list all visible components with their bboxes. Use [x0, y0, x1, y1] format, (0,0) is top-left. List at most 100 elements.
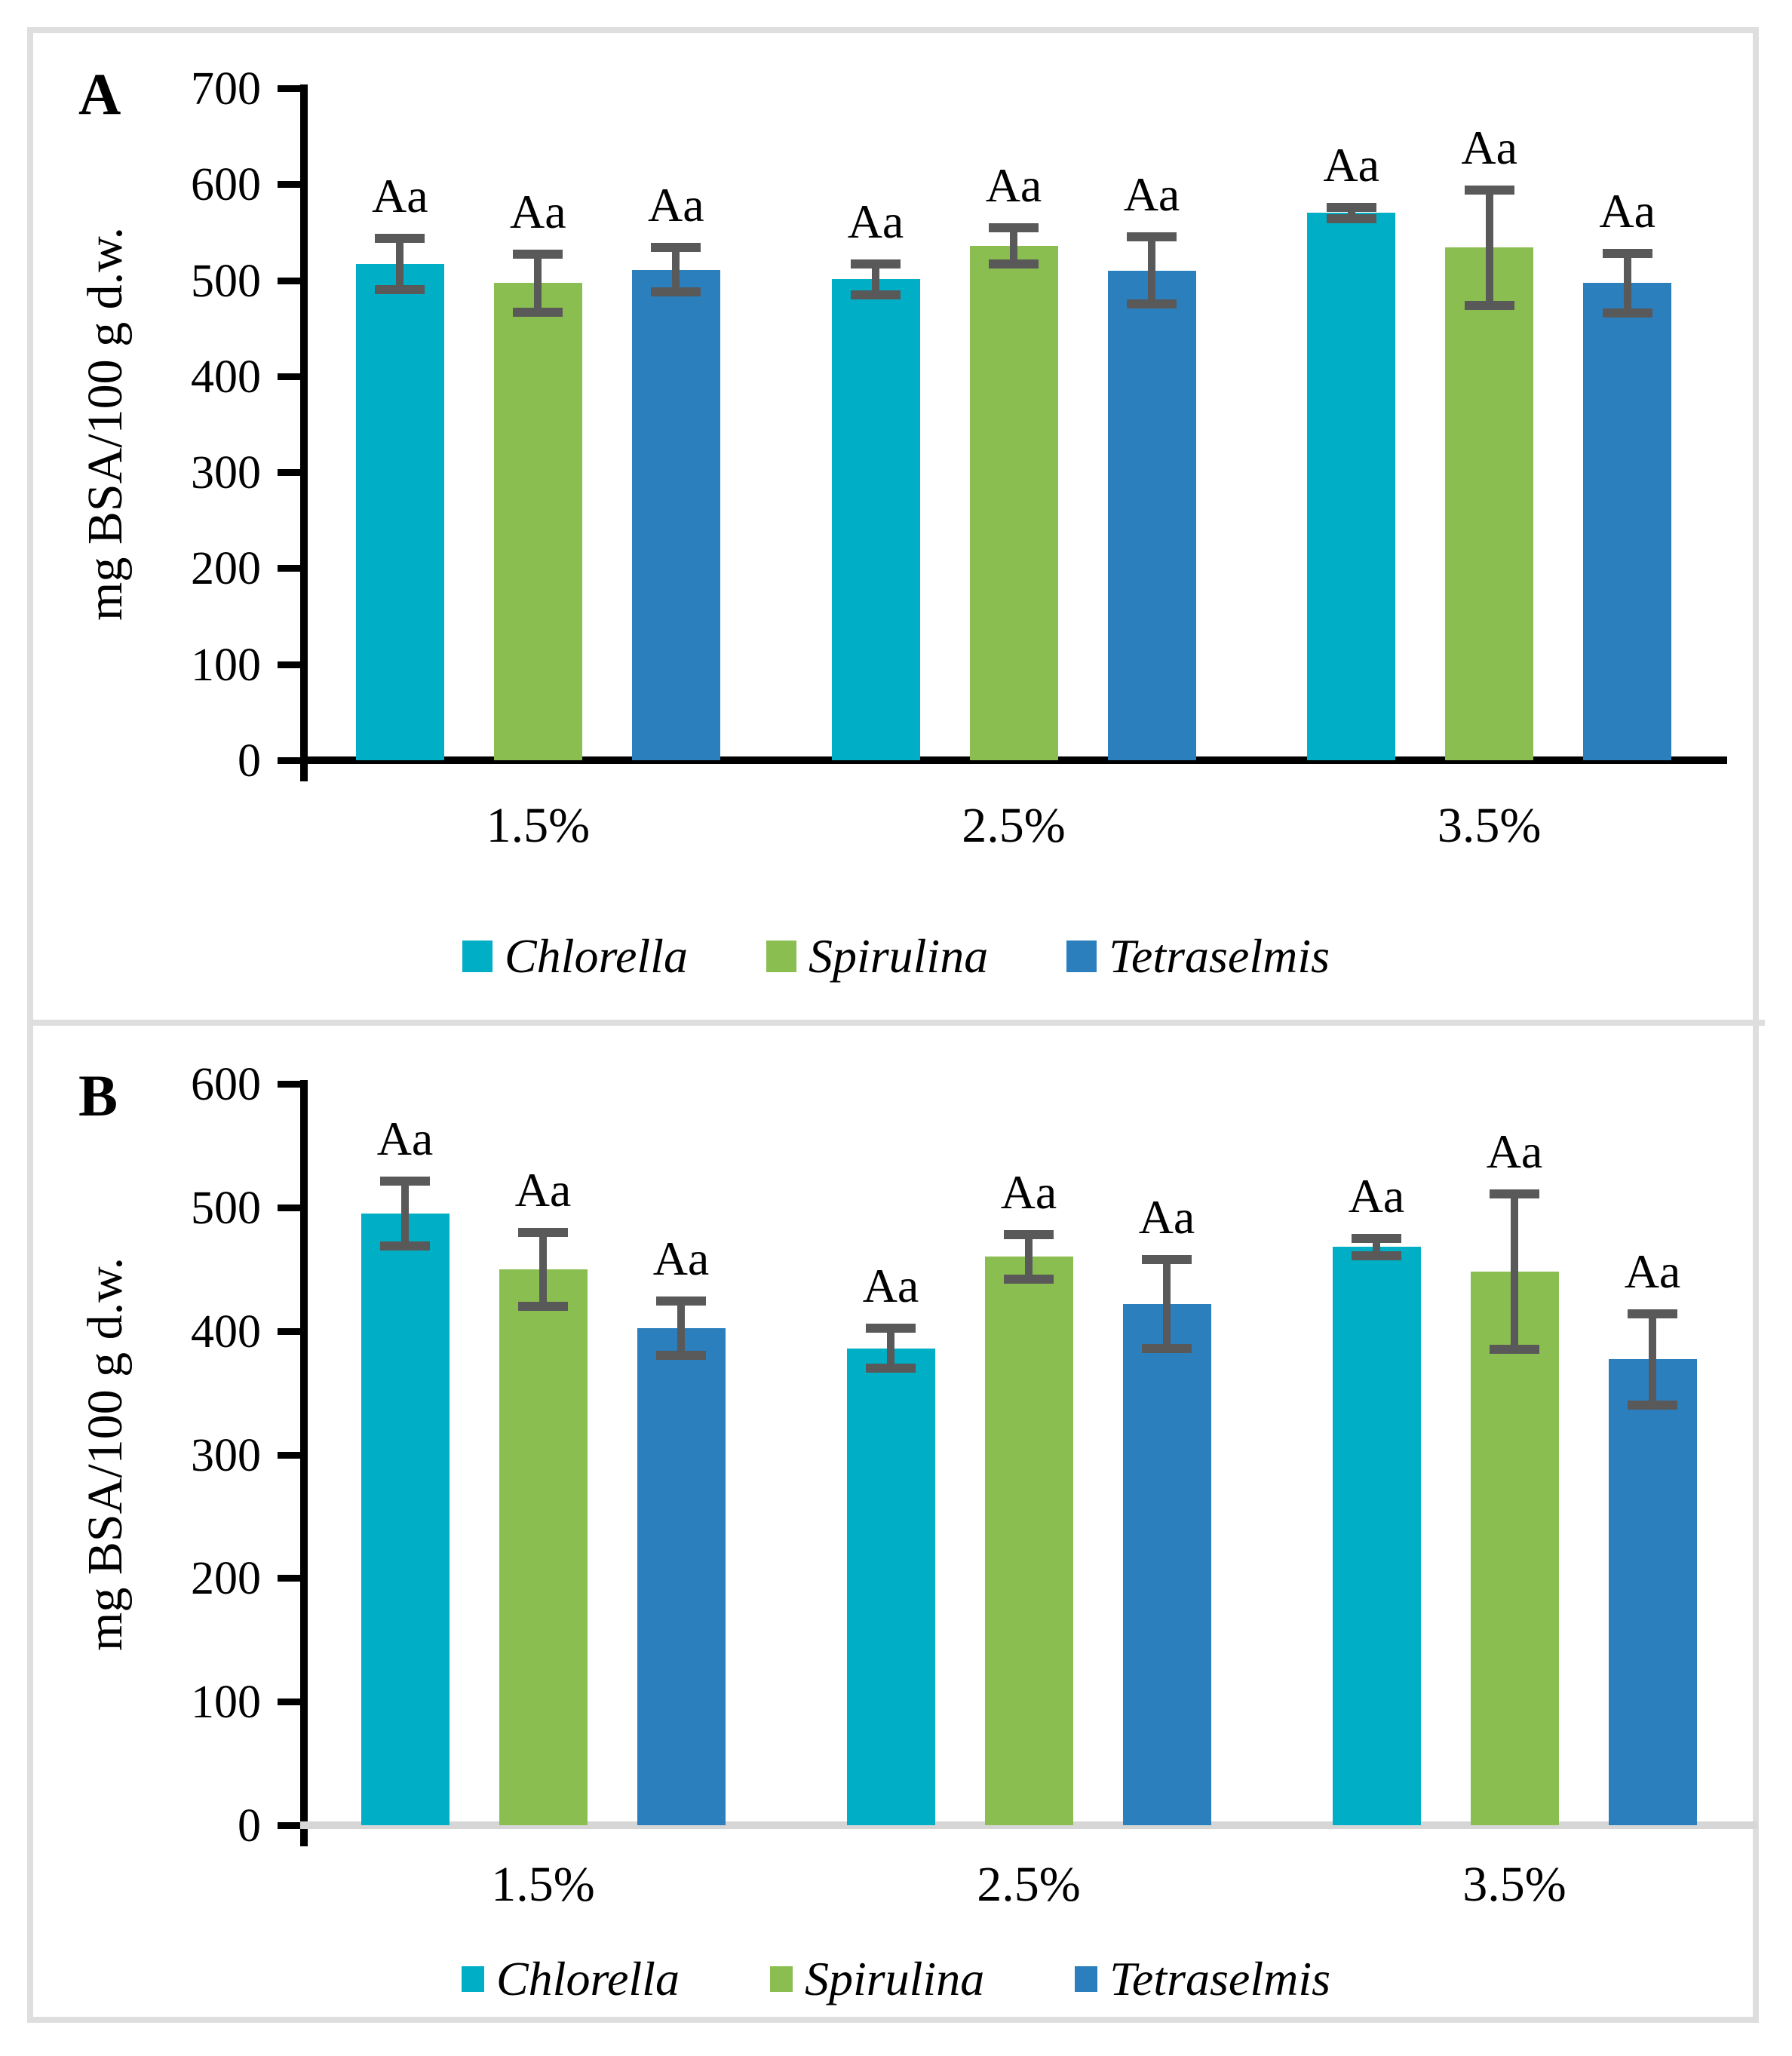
- y-tick-label-a-600: 600: [191, 159, 261, 211]
- y-tick-label-a-200: 200: [191, 543, 261, 595]
- legend-item-chlorella: Chlorella: [462, 932, 688, 980]
- y-tick-mark-b-300: [278, 1451, 300, 1459]
- error-bar-bottom-cap-chlorella-2.5%: [866, 1363, 916, 1373]
- bar-spirulina-3.5%: [1445, 247, 1534, 760]
- sig-label-chlorella-1.5%: Aa: [376, 1112, 434, 1166]
- error-bar-shaft-chlorella-1.5%: [401, 1181, 409, 1246]
- legend-swatch-tetraselmis: [1066, 941, 1097, 972]
- bar-spirulina-2.5%: [984, 1257, 1073, 1825]
- legend-item-spirulina: Spirulina: [769, 1955, 984, 2003]
- y-tick-label-a-400: 400: [191, 351, 261, 403]
- category-label-a-3.5%: 3.5%: [1437, 798, 1542, 853]
- sig-label-spirulina-3.5%: Aa: [1461, 120, 1517, 174]
- y-tick-mark-a-100: [278, 661, 300, 668]
- sig-label-chlorella-3.5%: Aa: [1323, 137, 1379, 192]
- sig-label-chlorella-3.5%: Aa: [1348, 1168, 1405, 1223]
- legend-label-chlorella: Chlorella: [496, 1952, 680, 2005]
- error-bar-top-cap-spirulina-3.5%: [1490, 1189, 1539, 1198]
- error-bar-shaft-tetraselmis-2.5%: [1163, 1259, 1171, 1349]
- error-bar-top-cap-chlorella-1.5%: [375, 233, 425, 243]
- legend-item-tetraselmis: Tetraselmis: [1066, 932, 1330, 980]
- bar-tetraselmis-2.5%: [1122, 1303, 1211, 1825]
- error-bar-top-cap-tetraselmis-3.5%: [1628, 1309, 1677, 1318]
- legend-swatch-chlorella: [462, 941, 492, 972]
- panel-divider: [27, 1020, 1765, 1026]
- y-tick-mark-b-600: [278, 1081, 300, 1088]
- error-bar-bottom-cap-tetraselmis-3.5%: [1602, 308, 1652, 318]
- error-bar-top-cap-chlorella-1.5%: [380, 1177, 430, 1186]
- error-bar-top-cap-spirulina-1.5%: [518, 1227, 568, 1237]
- error-bar-shaft-tetraselmis-2.5%: [1148, 237, 1155, 305]
- y-tick-mark-a-500: [278, 277, 300, 284]
- panel-letter-b: B: [78, 1063, 118, 1128]
- bar-chlorella-1.5%: [355, 263, 444, 760]
- bar-chlorella-1.5%: [361, 1214, 450, 1825]
- error-bar-top-cap-tetraselmis-3.5%: [1602, 248, 1652, 258]
- error-bar-shaft-tetraselmis-1.5%: [677, 1301, 685, 1356]
- error-bar-shaft-spirulina-1.5%: [534, 254, 542, 312]
- legend-swatch-spirulina: [766, 941, 796, 972]
- error-bar-shaft-spirulina-3.5%: [1511, 1193, 1518, 1350]
- sig-label-tetraselmis-2.5%: Aa: [1123, 167, 1180, 222]
- error-bar-top-cap-spirulina-1.5%: [513, 250, 563, 259]
- error-bar-shaft-chlorella-2.5%: [887, 1328, 894, 1368]
- legend-a: Chlorella Spirulina Tetraselmis: [0, 932, 1792, 980]
- bar-spirulina-2.5%: [969, 245, 1058, 760]
- y-tick-mark-b-500: [278, 1204, 300, 1211]
- error-bar-shaft-chlorella-2.5%: [872, 263, 879, 295]
- legend-label-tetraselmis: Tetraselmis: [1109, 1952, 1331, 2005]
- bar-spirulina-3.5%: [1470, 1272, 1559, 1825]
- y-tick-label-b-600: 600: [191, 1059, 261, 1110]
- y-tick-label-b-500: 500: [191, 1182, 261, 1234]
- bar-chlorella-2.5%: [831, 279, 920, 760]
- error-bar-top-cap-spirulina-2.5%: [989, 222, 1039, 232]
- error-bar-shaft-chlorella-3.5%: [1373, 1238, 1380, 1256]
- error-bar-bottom-cap-spirulina-3.5%: [1464, 300, 1514, 310]
- y-tick-mark-a-600: [278, 181, 300, 189]
- sig-label-spirulina-3.5%: Aa: [1486, 1124, 1543, 1178]
- legend-b: Chlorella Spirulina Tetraselmis: [0, 1955, 1792, 2003]
- category-label-a-2.5%: 2.5%: [962, 798, 1066, 853]
- error-bar-top-cap-spirulina-2.5%: [1004, 1229, 1054, 1239]
- error-bar-bottom-cap-spirulina-1.5%: [518, 1301, 568, 1311]
- error-bar-shaft-spirulina-2.5%: [1010, 227, 1017, 264]
- legend-item-spirulina: Spirulina: [766, 932, 988, 980]
- error-bar-shaft-spirulina-1.5%: [539, 1232, 547, 1306]
- legend-label-spirulina: Spirulina: [808, 929, 989, 983]
- error-bar-bottom-cap-chlorella-1.5%: [375, 285, 425, 295]
- error-bar-top-cap-tetraselmis-1.5%: [656, 1297, 706, 1306]
- sig-label-spirulina-1.5%: Aa: [514, 1162, 572, 1217]
- y-tick-label-b-100: 100: [191, 1677, 261, 1729]
- error-bar-top-cap-tetraselmis-1.5%: [651, 243, 701, 253]
- category-label-b-2.5%: 2.5%: [977, 1857, 1081, 1912]
- category-label-b-1.5%: 1.5%: [491, 1857, 595, 1912]
- legend-swatch-spirulina: [769, 1966, 793, 1992]
- error-bar-top-cap-tetraselmis-2.5%: [1127, 232, 1177, 242]
- y-tick-label-b-300: 300: [191, 1429, 261, 1481]
- error-bar-top-cap-chlorella-3.5%: [1352, 1233, 1401, 1243]
- error-bar-shaft-tetraselmis-3.5%: [1649, 1313, 1656, 1405]
- legend-label-chlorella: Chlorella: [504, 929, 688, 983]
- error-bar-bottom-cap-chlorella-3.5%: [1326, 214, 1376, 224]
- y-tick-label-b-200: 200: [191, 1553, 261, 1605]
- error-bar-top-cap-chlorella-2.5%: [851, 259, 901, 269]
- error-bar-top-cap-chlorella-3.5%: [1326, 202, 1376, 212]
- y-tick-label-a-500: 500: [191, 255, 261, 307]
- sig-label-spirulina-2.5%: Aa: [985, 158, 1042, 212]
- bar-tetraselmis-1.5%: [637, 1328, 726, 1825]
- bar-tetraselmis-3.5%: [1608, 1359, 1697, 1825]
- y-tick-mark-b-100: [278, 1699, 300, 1706]
- error-bar-bottom-cap-chlorella-3.5%: [1352, 1250, 1401, 1260]
- sig-label-tetraselmis-1.5%: Aa: [652, 1232, 710, 1286]
- error-bar-bottom-cap-spirulina-2.5%: [1004, 1274, 1054, 1284]
- category-label-a-1.5%: 1.5%: [486, 798, 591, 853]
- error-bar-bottom-cap-tetraselmis-2.5%: [1127, 299, 1177, 309]
- y-tick-mark-a-700: [278, 85, 300, 92]
- y-tick-label-b-0: 0: [238, 1800, 261, 1852]
- legend-swatch-chlorella: [461, 1966, 484, 1992]
- error-bar-shaft-spirulina-3.5%: [1485, 189, 1493, 305]
- bar-spirulina-1.5%: [499, 1269, 588, 1825]
- error-bar-bottom-cap-tetraselmis-2.5%: [1142, 1343, 1192, 1353]
- y-axis-line-b: [300, 1080, 308, 1846]
